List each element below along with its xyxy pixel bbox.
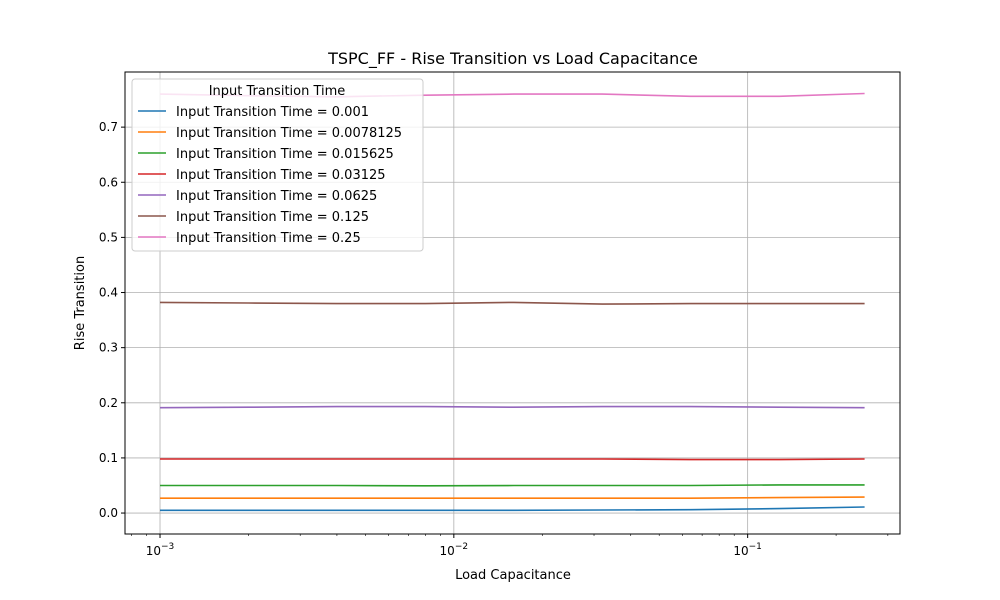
legend: Input Transition Time Input Transition T… [131,78,424,252]
y-tick-label: 0.1 [99,451,118,465]
series-line [159,301,865,305]
x-tick-label: 10−1 [733,542,762,558]
x-axis-label: Load Capacitance [455,568,571,583]
x-tick-label: 10−3 [146,542,175,558]
y-tick-label: 0.4 [99,286,118,300]
y-tick-label: 0.5 [99,230,118,244]
chart-title: TSPC_FF - Rise Transition vs Load Capaci… [327,49,698,69]
legend-box [131,78,424,252]
series-line [160,506,865,512]
legend-entry-label: Input Transition Time = 0.03125 [176,168,386,183]
y-tick-label: 0.2 [99,396,118,410]
legend-entry-label: Input Transition Time = 0.25 [176,231,361,246]
x-axis-ticks: 10−3 10−2 10−1 [131,534,889,558]
series-line [160,484,865,487]
plot-area-frame [124,71,901,535]
legend-entry-label: Input Transition Time = 0.0625 [176,189,377,204]
legend-title: Input Transition Time [209,84,346,99]
series-line [160,496,865,500]
legend-entry-label: Input Transition Time = 0.0078125 [176,126,402,141]
series-line [159,405,865,409]
legend-entry-label: Input Transition Time = 0.125 [176,210,369,225]
y-tick-label: 0.7 [99,120,118,134]
x-tick-label: 10−2 [440,542,469,558]
series-line [160,458,865,461]
y-tick-label: 0.6 [99,175,118,189]
legend-entry-label: Input Transition Time = 0.015625 [176,147,394,162]
legend-entry-label: Input Transition Time = 0.001 [176,105,369,120]
y-axis-ticks: 0.0 0.1 0.2 0.3 0.4 0.5 0.6 0.7 [99,120,125,520]
y-tick-label: 0.0 [99,506,118,520]
y-tick-label: 0.3 [99,341,118,355]
y-axis-label: Rise Transition [73,256,88,350]
